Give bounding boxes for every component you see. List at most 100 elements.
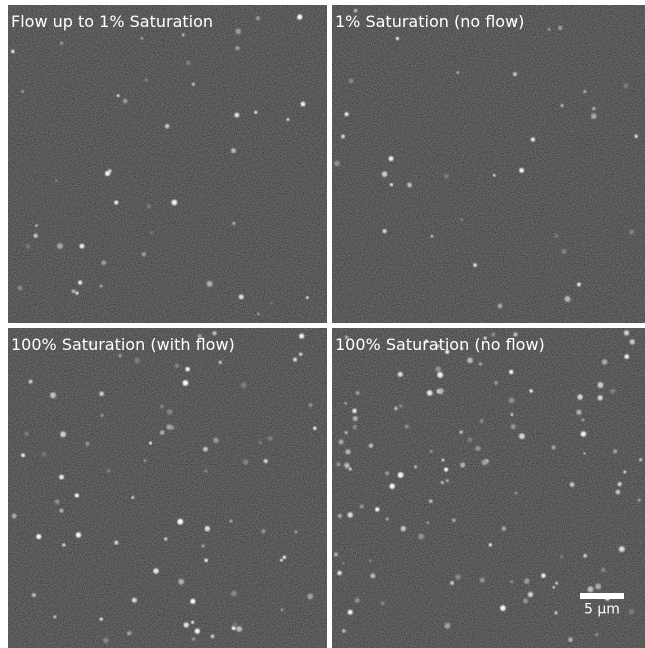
particle (460, 347, 464, 351)
particle (492, 173, 496, 177)
panel-noise (332, 5, 645, 323)
particle (143, 459, 147, 462)
particle (344, 112, 349, 117)
particle (509, 369, 514, 375)
particle (385, 471, 390, 476)
particle (460, 218, 464, 222)
particle (286, 118, 290, 121)
particle (569, 482, 575, 487)
particle (229, 519, 233, 523)
particle (564, 296, 571, 303)
particle (440, 481, 444, 485)
particle (479, 418, 484, 423)
particle (368, 443, 374, 448)
particle (280, 608, 284, 612)
particle (150, 231, 153, 235)
particle (547, 27, 551, 31)
particle (75, 532, 82, 538)
particle (428, 499, 433, 504)
particle (71, 289, 76, 294)
particle (191, 620, 195, 624)
particle (206, 280, 213, 287)
particle (523, 598, 528, 604)
particle (337, 570, 342, 576)
particle (413, 465, 418, 469)
particle (99, 391, 104, 397)
particle (561, 248, 567, 254)
particle (597, 382, 604, 389)
particle (394, 406, 398, 411)
particle (232, 221, 236, 225)
particle (197, 333, 202, 339)
particle (551, 445, 556, 450)
particle (114, 540, 119, 545)
particle (583, 553, 588, 558)
particle (451, 518, 456, 523)
particle (234, 112, 240, 118)
particle (334, 160, 340, 167)
particle (338, 439, 344, 445)
particle (60, 431, 66, 438)
particle (429, 450, 433, 454)
particle (397, 371, 403, 377)
particle (59, 41, 64, 45)
particle (576, 409, 582, 415)
particle (438, 388, 444, 394)
particle (510, 424, 516, 430)
particle (445, 479, 449, 483)
particle (232, 622, 238, 628)
image-panel: 100% Saturation (with flow) (8, 328, 327, 648)
particle (455, 574, 461, 580)
particle (437, 371, 444, 378)
particle (159, 430, 165, 435)
particle (336, 462, 341, 467)
particle (261, 529, 266, 534)
particle (344, 335, 349, 340)
particle (101, 260, 107, 266)
particle (554, 233, 559, 238)
particle (257, 312, 260, 316)
particle (618, 546, 625, 553)
particle (629, 229, 635, 235)
particle (583, 452, 586, 455)
particle (552, 585, 556, 589)
particle (238, 294, 244, 300)
particle (560, 555, 563, 559)
particle (397, 472, 404, 478)
particle (293, 357, 298, 362)
particle (445, 349, 450, 354)
particle (235, 28, 242, 35)
particle (613, 449, 618, 454)
particle (100, 413, 104, 417)
particle (305, 296, 309, 299)
particle (307, 593, 314, 600)
particle (381, 171, 388, 177)
particle (399, 404, 403, 408)
particle (629, 339, 635, 345)
particle (473, 263, 478, 268)
particle (597, 395, 603, 401)
particle (270, 301, 273, 305)
particle (21, 90, 25, 94)
particle (418, 533, 425, 540)
particle (88, 340, 94, 346)
particle (592, 106, 596, 111)
particle (210, 634, 215, 639)
particle (519, 167, 525, 173)
particle (294, 530, 298, 534)
particle (450, 580, 455, 586)
particle (510, 580, 514, 584)
particle (497, 303, 503, 309)
particle (555, 581, 559, 585)
particle (467, 437, 473, 443)
particle (230, 590, 237, 597)
particle (118, 353, 122, 358)
particle (426, 521, 430, 525)
particle (341, 562, 345, 565)
particle (33, 233, 38, 239)
particle (348, 78, 354, 84)
particle (337, 513, 342, 519)
particle (31, 593, 36, 598)
particle (354, 598, 360, 603)
